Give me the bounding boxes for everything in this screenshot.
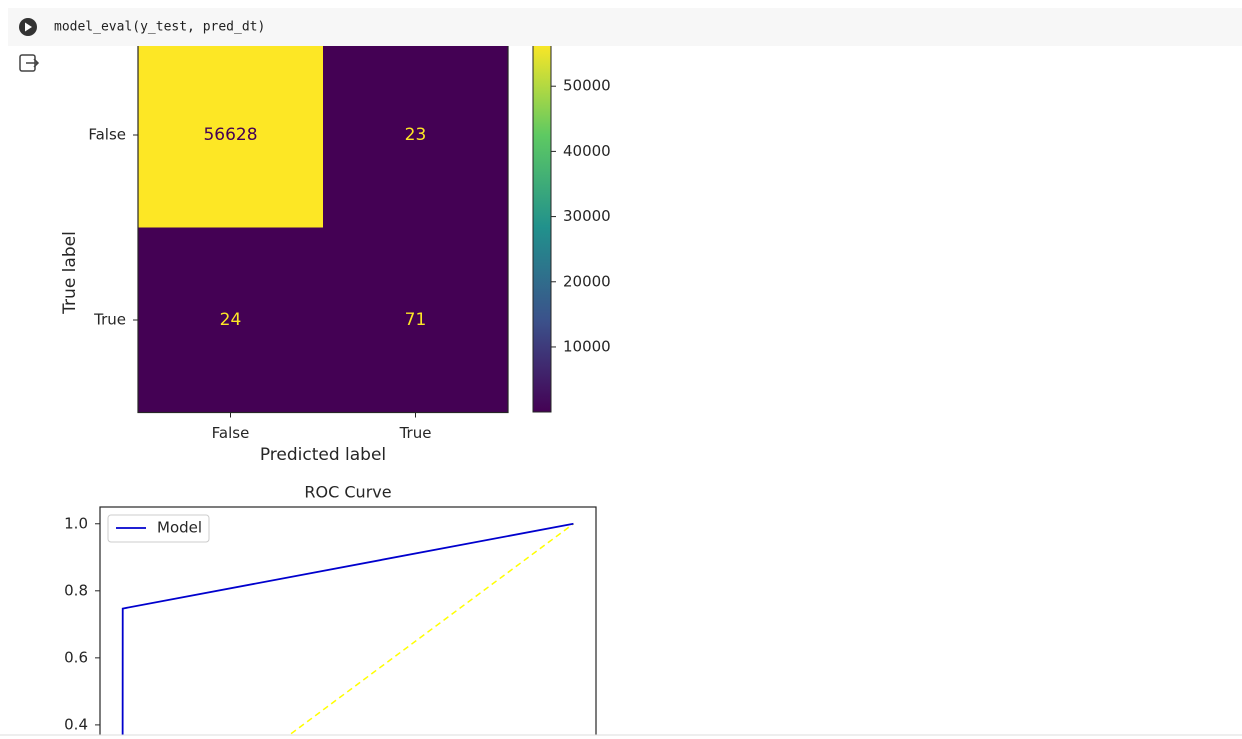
axes-frame <box>99 506 597 739</box>
x-axis-label: Predicted label <box>260 445 386 465</box>
y-tick-label: True <box>93 311 126 329</box>
y-axis-label: True label <box>60 231 80 315</box>
colorbar <box>532 42 552 413</box>
colorbar-tick-label: 30000 <box>563 207 611 225</box>
heatmap-cell <box>138 42 323 228</box>
colorbar-tick-label: 20000 <box>563 272 611 290</box>
y-tick-label: False <box>88 126 126 144</box>
cell-value: 23 <box>405 125 427 145</box>
cell-value: 56628 <box>203 125 257 145</box>
reference-line <box>282 523 574 739</box>
colorbar-tick-label: 10000 <box>563 337 611 355</box>
heatmap-cell <box>138 227 323 413</box>
code-text: model_eval(y_test, pred_dt) <box>54 20 265 35</box>
legend-box <box>107 514 210 543</box>
y-tick-label: 1.0 <box>64 514 88 532</box>
cell-value: 71 <box>405 310 427 330</box>
code-cell <box>8 8 1242 46</box>
x-tick-label: False <box>212 424 250 442</box>
heatmap-cell <box>323 227 508 413</box>
colorbar-tick-label: 40000 <box>563 142 611 160</box>
x-tick-label: True <box>399 424 432 442</box>
cell-value: 24 <box>220 310 242 330</box>
legend-label: Model <box>157 519 202 537</box>
y-tick-label: 0.4 <box>64 715 88 733</box>
colorbar-tick-label: 50000 <box>563 77 611 95</box>
output-arrow <box>26 58 40 68</box>
roc-line <box>121 522 574 739</box>
chart-title: ROC Curve <box>304 483 391 502</box>
y-tick-label: 0.6 <box>64 648 88 666</box>
run-icon <box>25 22 32 32</box>
y-tick-label: 0.8 <box>64 581 88 599</box>
heatmap-cell <box>323 42 508 228</box>
bottom-edge <box>0 735 1242 739</box>
